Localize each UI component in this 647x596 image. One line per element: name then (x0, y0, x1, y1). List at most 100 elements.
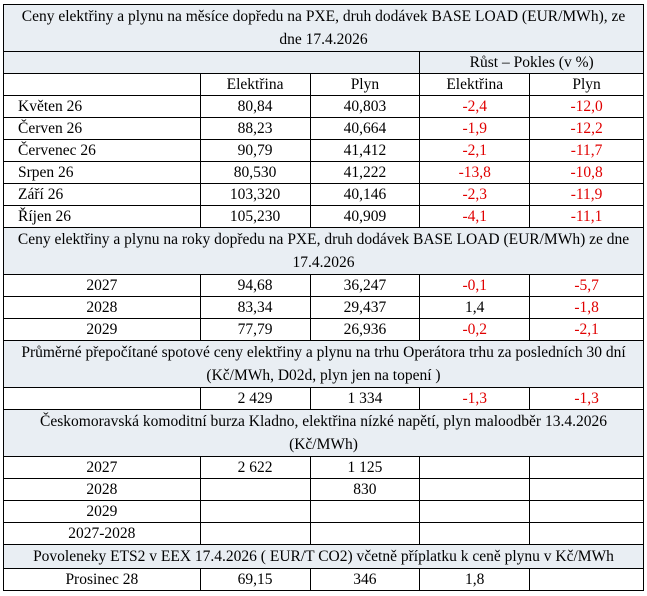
row-label: Srpen 26 (3, 161, 201, 184)
value-cell: 94,68 (199, 274, 311, 297)
value-cell: 2 622 (199, 456, 311, 479)
row-label: Říjen 26 (3, 205, 201, 228)
data-row: 2028 83,34 29,437 1,4 -1,8 (3, 296, 644, 319)
value-cell: -11,9 (529, 183, 644, 206)
value-cell: -5,7 (529, 274, 644, 297)
section-title-row: Českomoravská komoditní burza Kladno, el… (3, 409, 644, 457)
blank-header (2, 51, 421, 74)
row-label (3, 387, 201, 410)
value-cell: -1,9 (419, 117, 531, 140)
value-cell: 103,320 (199, 183, 311, 206)
data-row: Červen 26 88,23 40,664 -1,9 -12,2 (3, 117, 644, 140)
row-label: 2028 (3, 478, 201, 501)
column-header: Elektřina (419, 73, 531, 96)
value-cell: 1 334 (309, 387, 421, 410)
column-header-row: Elektřina Plyn Elektřina Plyn (3, 73, 644, 96)
data-row: 2029 (3, 500, 644, 523)
value-cell (419, 478, 531, 501)
data-row: 2027 2 622 1 125 (3, 456, 644, 479)
value-cell: -10,8 (529, 161, 644, 184)
data-row: 2 429 1 334 -1,3 -1,3 (3, 387, 644, 410)
value-cell: 830 (309, 478, 421, 501)
row-label: 2027 (3, 274, 201, 297)
value-cell (199, 522, 311, 545)
row-label: Červen 26 (3, 117, 201, 140)
blank-header (3, 73, 201, 96)
row-label: 2029 (3, 318, 201, 341)
value-cell: 2 429 (199, 387, 311, 410)
row-label: 2029 (3, 500, 201, 523)
value-cell: -1,3 (529, 387, 644, 410)
data-row: 2027 94,68 36,247 -0,1 -5,7 (3, 274, 644, 297)
section-title: Povoleneky ETS2 v EEX 17.4.2026 ( EUR/T … (3, 544, 644, 569)
value-cell (309, 500, 421, 523)
value-cell (529, 500, 644, 523)
group-header-row: Růst – Pokles (v %) (2, 51, 644, 74)
value-cell (529, 456, 644, 479)
section-title-row: Ceny elektřiny a plynu na roky dopředu n… (3, 227, 644, 275)
section-title: Průměrné přepočítané spotové ceny elektř… (3, 340, 644, 388)
row-label: Září 26 (3, 183, 201, 206)
value-cell (529, 522, 644, 545)
row-label: 2027-2028 (3, 522, 201, 545)
value-cell: -4,1 (419, 205, 531, 228)
value-cell: -1,3 (419, 387, 531, 410)
section-title-row: Průměrné přepočítané spotové ceny elektř… (3, 340, 644, 388)
value-cell (419, 522, 531, 545)
data-row: 2027-2028 (3, 522, 644, 545)
value-cell (199, 500, 311, 523)
section-title-row: Povoleneky ETS2 v EEX 17.4.2026 ( EUR/T … (3, 544, 644, 569)
value-cell: 41,222 (309, 161, 421, 184)
column-header: Plyn (529, 73, 644, 96)
value-cell: 1 125 (309, 456, 421, 479)
value-cell: 40,664 (309, 117, 421, 140)
value-cell: 346 (309, 568, 421, 591)
data-row: Říjen 26 105,230 40,909 -4,1 -11,1 (3, 205, 644, 228)
value-cell: 88,23 (199, 117, 311, 140)
price-table: Ceny elektřiny a plynu na měsíce dopředu… (2, 4, 644, 591)
value-cell: 105,230 (199, 205, 311, 228)
value-cell: -0,2 (419, 318, 531, 341)
value-cell (529, 478, 644, 501)
value-cell: -2,3 (419, 183, 531, 206)
value-cell (529, 568, 644, 591)
value-cell: 83,34 (199, 296, 311, 319)
column-header: Elektřina (199, 73, 311, 96)
value-cell (309, 522, 421, 545)
value-cell: -2,4 (419, 95, 531, 118)
value-cell: 1,4 (419, 296, 531, 319)
value-cell: 90,79 (199, 139, 311, 162)
value-cell: -11,7 (529, 139, 644, 162)
section-title: Českomoravská komoditní burza Kladno, el… (3, 409, 644, 457)
data-row: Květen 26 80,84 40,803 -2,4 -12,0 (3, 95, 644, 118)
value-cell: -0,1 (419, 274, 531, 297)
group-header: Růst – Pokles (v %) (419, 51, 644, 74)
data-row: Prosinec 28 69,15 346 1,8 (3, 568, 644, 591)
row-label: Červenec 26 (3, 139, 201, 162)
value-cell: 40,146 (309, 183, 421, 206)
row-label: 2028 (3, 296, 201, 319)
value-cell: 69,15 (199, 568, 311, 591)
value-cell: -11,1 (529, 205, 644, 228)
value-cell: -2,1 (529, 318, 644, 341)
value-cell: 29,437 (309, 296, 421, 319)
row-label: Květen 26 (3, 95, 201, 118)
data-row: Červenec 26 90,79 41,412 -2,1 -11,7 (3, 139, 644, 162)
value-cell: 26,936 (309, 318, 421, 341)
value-cell: -13,8 (419, 161, 531, 184)
value-cell (419, 500, 531, 523)
value-cell: 40,803 (309, 95, 421, 118)
data-row: 2029 77,79 26,936 -0,2 -2,1 (3, 318, 644, 341)
value-cell: 41,412 (309, 139, 421, 162)
value-cell: 36,247 (309, 274, 421, 297)
value-cell: 80,530 (199, 161, 311, 184)
value-cell: 80,84 (199, 95, 311, 118)
value-cell (199, 478, 311, 501)
row-label: Prosinec 28 (3, 568, 201, 591)
data-row: 2028 830 (3, 478, 644, 501)
value-cell: 1,8 (419, 568, 531, 591)
value-cell: 77,79 (199, 318, 311, 341)
value-cell: 40,909 (309, 205, 421, 228)
section-title: Ceny elektřiny a plynu na měsíce dopředu… (3, 4, 644, 52)
